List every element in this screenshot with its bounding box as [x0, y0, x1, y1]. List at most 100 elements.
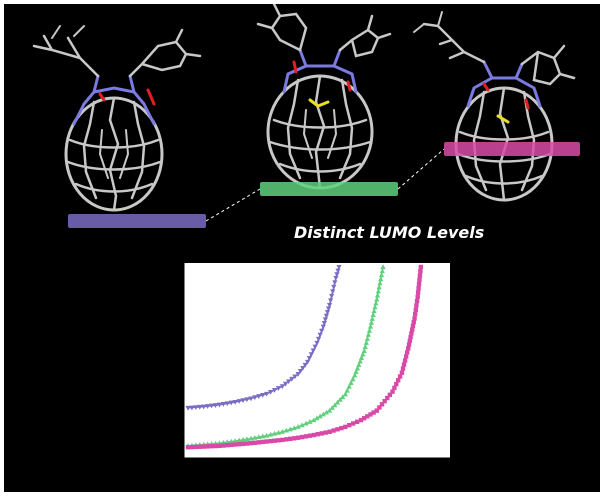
series-point-1	[352, 372, 358, 378]
series-point-2	[307, 433, 313, 438]
series-point-1	[232, 438, 238, 443]
series-point-2	[385, 395, 390, 401]
series-point-2	[284, 437, 289, 442]
series-point-0	[252, 395, 258, 401]
series-point-2	[213, 443, 218, 449]
series-point-1	[320, 411, 326, 417]
series-point-2	[343, 424, 348, 430]
series-point-0	[260, 392, 266, 398]
series-point-2	[276, 438, 281, 443]
series-point-0	[193, 405, 199, 411]
series-point-2	[189, 444, 195, 450]
series-point-2	[201, 444, 206, 449]
series-point-0	[240, 398, 246, 404]
series-point-1	[374, 292, 381, 298]
series-point-1	[303, 420, 309, 426]
series-point-2	[411, 320, 416, 325]
series-point-2	[248, 440, 254, 446]
series-point-0	[331, 284, 337, 290]
series-point-2	[390, 389, 395, 394]
series-point-1	[224, 439, 230, 445]
y-tick-label: −6	[159, 423, 177, 437]
series-point-2	[387, 392, 393, 398]
series-point-2	[335, 427, 340, 432]
series-point-1	[326, 407, 333, 413]
series-point-2	[410, 323, 416, 329]
series-point-0	[232, 399, 238, 405]
series-point-2	[358, 417, 364, 423]
series-point-1	[311, 417, 317, 423]
series-point-1	[374, 296, 380, 302]
series-point-1	[360, 351, 366, 357]
series-point-2	[197, 444, 202, 449]
series-point-2	[260, 439, 265, 445]
series-point-0	[336, 265, 342, 270]
series-point-0	[286, 379, 292, 385]
series-point-2	[407, 338, 413, 344]
series-point-2	[350, 421, 356, 426]
series-point-2	[256, 440, 261, 445]
series-point-2	[418, 264, 424, 270]
series-point-2	[264, 439, 269, 444]
series-point-2	[229, 442, 234, 448]
series-point-2	[402, 358, 408, 363]
x-tick-label: 0.6	[367, 464, 386, 478]
series-point-1	[366, 327, 373, 333]
black-panel: 0 0.2 0.4 0.6 0.8 0 −2 −4 −6 Current density Bia…	[4, 2, 600, 492]
series-point-1	[260, 433, 266, 439]
series-point-2	[408, 334, 413, 340]
series-point-1	[378, 276, 384, 282]
series-point-1	[344, 387, 350, 393]
series-point-1	[228, 438, 234, 444]
series-point-0	[300, 365, 306, 371]
series-point-1	[356, 362, 362, 367]
series-point-1	[354, 365, 361, 371]
series-point-2	[379, 402, 385, 407]
series-point-0	[322, 317, 328, 323]
series-point-2	[209, 444, 214, 449]
series-point-2	[418, 269, 423, 274]
series-point-2	[240, 441, 246, 447]
series-point-1	[275, 429, 282, 435]
series-point-1	[362, 344, 368, 349]
series-point-2	[272, 438, 277, 443]
series-point-2	[315, 432, 320, 437]
series-point-1	[358, 355, 365, 360]
series-point-1	[295, 424, 301, 429]
series-point-2	[392, 385, 397, 391]
series-point-2	[417, 277, 422, 282]
series-point-2	[291, 436, 297, 441]
series-point-0	[333, 275, 339, 281]
series-point-2	[417, 273, 423, 278]
series-point-2	[244, 441, 250, 446]
series-point-2	[395, 378, 401, 383]
series-point-1	[307, 419, 313, 424]
series-point-1	[340, 394, 346, 400]
series-point-0	[275, 386, 282, 391]
caption: Distinct LUMO Levels	[294, 223, 485, 242]
y-tick-label: −4	[159, 368, 177, 382]
series-point-0	[328, 298, 334, 304]
series-point-2	[382, 398, 387, 404]
series-point-2	[404, 350, 410, 355]
series-point-1	[380, 264, 386, 269]
series-point-1	[314, 415, 320, 421]
series-point-0	[334, 272, 340, 278]
purple-level-bar	[68, 214, 206, 228]
series-point-2	[400, 366, 406, 371]
y-tick-label: −2	[159, 314, 177, 328]
series-point-2	[303, 434, 309, 439]
series-point-0	[264, 391, 270, 397]
series-point-2	[288, 436, 293, 442]
series-point-2	[268, 438, 273, 444]
series-point-2	[416, 281, 422, 287]
series-point-0	[205, 404, 211, 409]
series-point-0	[267, 389, 274, 395]
series-point-0	[279, 384, 285, 390]
series-point-2	[406, 346, 411, 351]
series-point-2	[347, 423, 352, 428]
series-point-2	[217, 443, 222, 449]
series-point-2	[319, 431, 324, 436]
series-point-1	[371, 308, 377, 314]
series-point-1	[375, 288, 381, 294]
